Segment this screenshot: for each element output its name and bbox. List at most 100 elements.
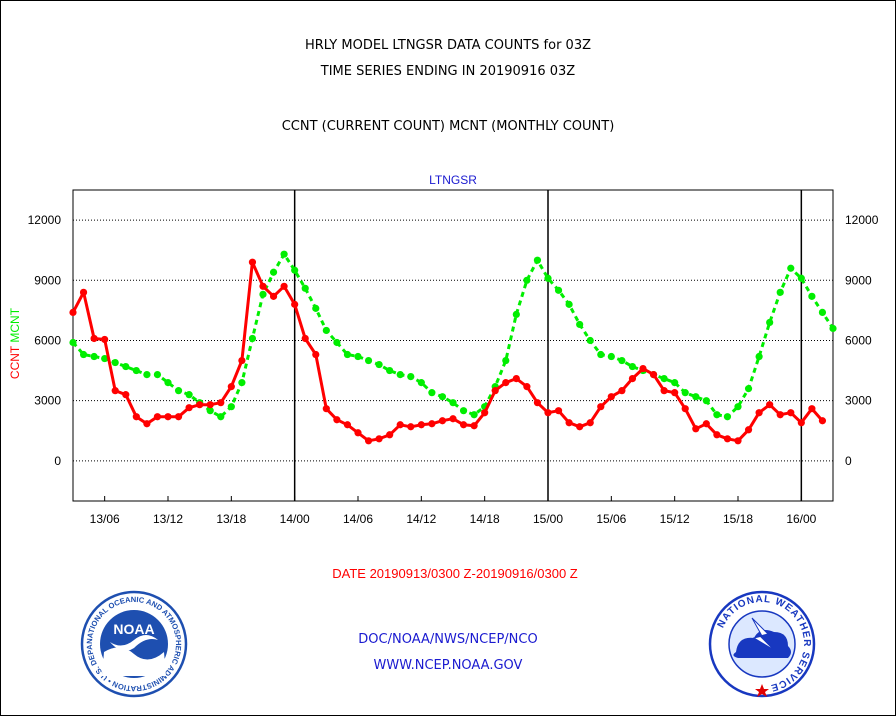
data-point-mcnt — [227, 403, 235, 411]
data-point-mcnt — [766, 318, 774, 327]
data-point-mcnt — [364, 356, 373, 365]
data-point-ccnt — [776, 411, 784, 419]
y-tick-label-left: 12000 — [28, 213, 62, 227]
data-point-ccnt — [713, 431, 721, 439]
data-point-mcnt — [185, 391, 193, 399]
data-point-mcnt — [713, 411, 721, 419]
data-point-ccnt — [312, 350, 320, 359]
data-point-ccnt — [375, 435, 383, 443]
data-point-ccnt — [174, 413, 183, 421]
y-tick-label-right: 3000 — [845, 394, 872, 408]
y-axis-label-mcnt: MCNT — [8, 307, 22, 342]
data-point-ccnt — [238, 356, 246, 365]
data-point-mcnt — [101, 354, 109, 363]
data-point-mcnt — [702, 397, 710, 405]
data-point-mcnt — [660, 375, 668, 383]
data-point-ccnt — [618, 387, 626, 395]
data-point-ccnt — [512, 375, 520, 383]
data-point-mcnt — [301, 284, 309, 292]
data-point-ccnt — [386, 431, 394, 439]
data-point-mcnt — [417, 379, 425, 387]
data-point-ccnt — [639, 364, 647, 373]
data-point-mcnt — [354, 352, 362, 361]
data-point-ccnt — [417, 421, 425, 429]
data-point-ccnt — [132, 413, 140, 421]
data-point-mcnt — [312, 304, 320, 312]
data-point-mcnt — [174, 387, 183, 395]
plot-frame — [72, 189, 834, 502]
data-point-ccnt — [649, 370, 658, 379]
title-line-2: TIME SERIES ENDING IN 20190916 03Z — [320, 64, 576, 79]
data-point-ccnt — [101, 335, 109, 344]
data-point-mcnt — [586, 336, 594, 345]
data-point-mcnt — [808, 292, 816, 300]
data-point-mcnt — [396, 370, 404, 379]
data-point-ccnt — [79, 288, 88, 296]
data-point-mcnt — [618, 356, 626, 365]
data-point-ccnt — [766, 401, 774, 409]
data-point-mcnt — [797, 274, 805, 282]
data-point-ccnt — [143, 420, 151, 428]
data-point-ccnt — [122, 391, 130, 399]
data-point-ccnt — [69, 308, 77, 316]
data-point-ccnt — [459, 421, 468, 429]
data-point-ccnt — [523, 383, 531, 391]
data-point-mcnt — [164, 379, 172, 387]
data-point-mcnt — [122, 362, 130, 371]
data-point-mcnt — [523, 276, 531, 284]
y-tick-label-right: 0 — [845, 454, 852, 468]
data-point-ccnt — [660, 387, 668, 395]
data-point-ccnt — [734, 437, 742, 445]
y-tick-label-right: 12000 — [845, 213, 879, 227]
data-point-mcnt — [407, 373, 415, 381]
data-point-mcnt — [755, 352, 763, 361]
title-line-1: HRLY MODEL LTNGSR DATA COUNTS for 03Z — [304, 38, 591, 53]
data-point-mcnt — [744, 385, 753, 393]
plot-title: LTNGSR — [429, 173, 477, 187]
y-tick-label-left: 3000 — [34, 394, 61, 408]
data-point-mcnt — [512, 310, 520, 318]
data-point-ccnt — [407, 423, 415, 431]
x-axis-label: DATE 20190913/0300 Z-20190916/0300 Z — [332, 566, 578, 581]
data-point-ccnt — [797, 419, 805, 427]
data-point-ccnt — [702, 420, 710, 428]
data-point-mcnt — [818, 308, 827, 316]
data-point-ccnt — [280, 282, 288, 290]
footer-agency: DOC/NOAA/NWS/NCEP/NCO — [358, 632, 538, 647]
data-point-mcnt — [428, 389, 436, 397]
data-point-ccnt — [481, 409, 489, 417]
data-point-mcnt — [734, 403, 742, 411]
data-point-ccnt — [565, 419, 573, 427]
x-tick-label: 15/06 — [596, 512, 626, 526]
data-point-mcnt — [90, 352, 98, 361]
data-point-ccnt — [576, 423, 584, 431]
y-axis-label: CCNT MCNT — [8, 307, 22, 379]
y-tick-label-right: 9000 — [845, 273, 872, 287]
data-point-mcnt — [280, 250, 288, 258]
data-point-mcnt — [459, 407, 468, 415]
data-point-mcnt — [238, 379, 246, 387]
data-point-mcnt — [386, 366, 394, 375]
data-point-ccnt — [206, 401, 214, 409]
data-point-ccnt — [808, 405, 816, 413]
data-point-mcnt — [470, 411, 478, 419]
data-point-ccnt — [533, 399, 542, 407]
data-point-ccnt — [291, 300, 299, 308]
data-point-ccnt — [586, 419, 594, 427]
data-point-mcnt — [607, 352, 615, 361]
y-axis-label-ccnt: CCNT — [8, 343, 22, 379]
x-tick-label: 13/12 — [153, 512, 183, 526]
data-point-mcnt — [554, 286, 563, 294]
data-point-ccnt — [196, 401, 204, 409]
data-point-ccnt — [227, 383, 235, 391]
data-point-ccnt — [343, 421, 352, 429]
data-point-mcnt — [269, 268, 278, 276]
data-point-ccnt — [259, 282, 267, 290]
data-point-ccnt — [692, 425, 700, 433]
data-point-ccnt — [597, 403, 605, 411]
data-point-ccnt — [554, 407, 563, 415]
data-point-ccnt — [322, 405, 330, 413]
data-point-mcnt — [375, 360, 383, 369]
data-point-mcnt — [565, 300, 573, 308]
